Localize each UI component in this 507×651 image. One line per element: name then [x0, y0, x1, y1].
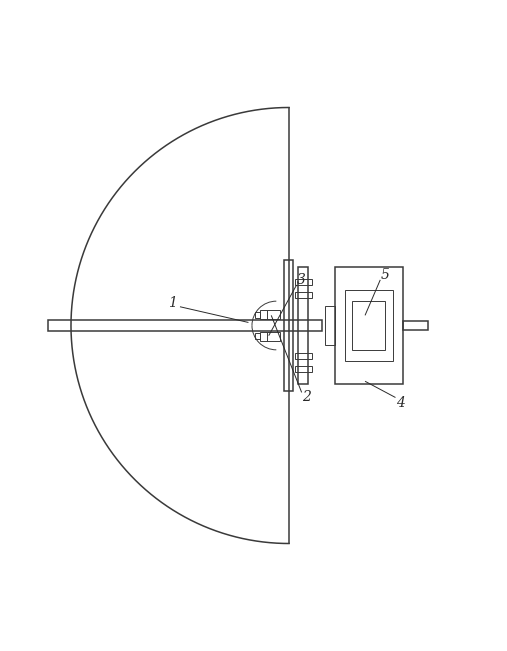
Bar — [295, 279, 312, 285]
Bar — [255, 333, 260, 339]
Bar — [48, 320, 322, 331]
Bar — [298, 267, 308, 384]
Bar — [295, 353, 312, 359]
Text: 1: 1 — [168, 296, 177, 310]
Text: 5: 5 — [381, 268, 390, 282]
Bar — [260, 311, 280, 320]
Bar — [352, 301, 385, 350]
Text: 3: 3 — [297, 273, 306, 287]
Bar — [295, 366, 312, 372]
Bar — [260, 331, 280, 340]
Bar — [335, 267, 403, 384]
Bar — [345, 290, 393, 361]
Bar — [295, 292, 312, 298]
Bar — [403, 322, 428, 329]
Bar — [255, 312, 260, 318]
Text: 2: 2 — [302, 391, 311, 404]
Bar — [325, 307, 335, 344]
Text: 4: 4 — [396, 396, 405, 409]
Bar — [284, 260, 293, 391]
